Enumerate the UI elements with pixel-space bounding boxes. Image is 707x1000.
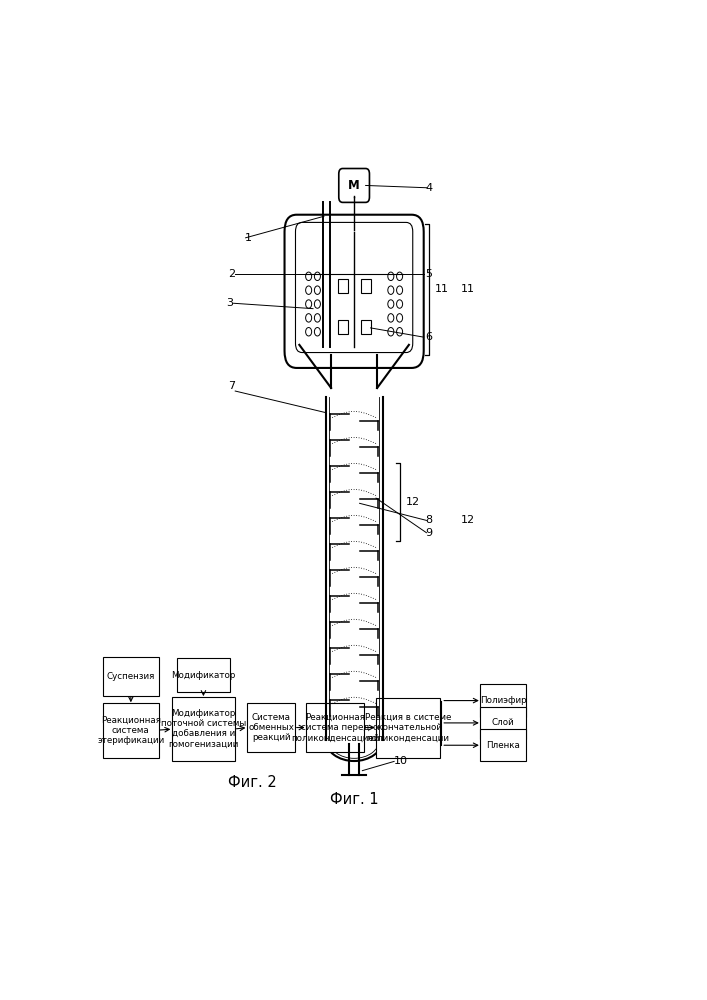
FancyBboxPatch shape [172,697,235,761]
Text: 9: 9 [426,528,433,538]
Text: 2: 2 [228,269,235,279]
Text: 3: 3 [226,298,233,308]
Text: 6: 6 [426,332,433,342]
FancyBboxPatch shape [306,703,364,752]
Text: 12: 12 [406,497,420,507]
FancyBboxPatch shape [338,320,348,334]
Text: Фиг. 1: Фиг. 1 [329,792,378,807]
FancyBboxPatch shape [376,698,440,758]
FancyBboxPatch shape [177,658,230,692]
Text: М: М [349,179,360,192]
Text: 11: 11 [435,284,449,294]
FancyBboxPatch shape [361,320,370,334]
Text: Реакционная
система перед
поликонденсацией: Реакционная система перед поликонденсаци… [291,713,379,742]
Text: Реакционная
система
этерификации: Реакционная система этерификации [98,715,165,745]
FancyBboxPatch shape [338,279,348,293]
Text: 4: 4 [426,183,433,193]
Text: Система
обменных
реакций: Система обменных реакций [248,713,294,742]
Text: 1: 1 [245,233,252,243]
Text: 5: 5 [426,269,433,279]
Text: Пленка: Пленка [486,741,520,750]
FancyBboxPatch shape [339,169,370,202]
Text: Фиг. 2: Фиг. 2 [228,775,277,790]
Text: 12: 12 [461,515,475,525]
Text: Модификатор
поточной системы
добавления и
гомогенизации: Модификатор поточной системы добавления … [160,709,246,749]
Text: Слой: Слой [492,718,515,727]
FancyBboxPatch shape [103,703,158,758]
Text: Полиэфир: Полиэфир [480,696,527,705]
FancyBboxPatch shape [103,657,158,696]
FancyBboxPatch shape [247,703,296,752]
Text: 10: 10 [394,756,408,766]
FancyBboxPatch shape [480,707,526,739]
Text: Реакция в системе
окончательной
поликонденсации: Реакция в системе окончательной поликонд… [365,713,451,742]
FancyBboxPatch shape [361,279,370,293]
FancyBboxPatch shape [480,684,526,717]
Text: 11: 11 [461,284,475,294]
FancyBboxPatch shape [284,215,423,368]
Text: Суспензия: Суспензия [107,672,155,681]
Text: 8: 8 [426,515,433,525]
Text: 7: 7 [228,381,235,391]
Text: Модификатор: Модификатор [171,671,235,680]
FancyBboxPatch shape [480,729,526,761]
